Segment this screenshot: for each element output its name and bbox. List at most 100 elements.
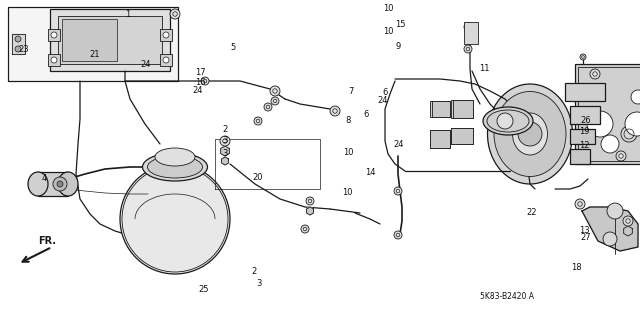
Circle shape <box>264 103 272 111</box>
Text: 26: 26 <box>580 116 591 125</box>
Bar <box>451 128 473 144</box>
Bar <box>48 54 60 66</box>
Text: 24: 24 <box>192 86 202 95</box>
Bar <box>58 16 162 64</box>
Ellipse shape <box>58 172 78 196</box>
Bar <box>575 64 640 164</box>
Circle shape <box>464 45 472 53</box>
Text: 7: 7 <box>348 87 353 96</box>
Circle shape <box>57 181 63 187</box>
Text: 24: 24 <box>378 96 388 105</box>
Ellipse shape <box>494 92 566 176</box>
Circle shape <box>464 23 472 31</box>
Circle shape <box>590 69 600 79</box>
Bar <box>160 29 172 41</box>
Bar <box>430 130 450 148</box>
Circle shape <box>53 177 67 191</box>
Circle shape <box>220 136 230 146</box>
Bar <box>432 101 450 117</box>
Ellipse shape <box>147 156 202 178</box>
Text: 27: 27 <box>580 233 591 242</box>
Text: 10: 10 <box>383 27 393 36</box>
Polygon shape <box>623 226 632 236</box>
Bar <box>451 100 473 118</box>
Circle shape <box>120 164 230 274</box>
Text: 3: 3 <box>223 137 228 145</box>
Bar <box>570 129 595 144</box>
Circle shape <box>170 9 180 19</box>
Text: 6: 6 <box>383 88 388 97</box>
Bar <box>453 100 473 118</box>
Polygon shape <box>582 207 638 251</box>
Circle shape <box>254 117 262 125</box>
Text: 13: 13 <box>579 226 590 235</box>
Text: 2: 2 <box>252 267 257 276</box>
Circle shape <box>394 187 402 195</box>
Text: 16: 16 <box>195 78 206 87</box>
Circle shape <box>180 162 190 172</box>
Circle shape <box>485 116 495 126</box>
Bar <box>464 22 478 44</box>
Text: 8: 8 <box>346 116 351 125</box>
Text: 10: 10 <box>342 188 353 197</box>
Text: 12: 12 <box>579 141 589 150</box>
Bar <box>570 149 590 164</box>
Text: 4: 4 <box>42 174 47 183</box>
Text: 3: 3 <box>256 279 261 288</box>
Text: 21: 21 <box>90 50 100 59</box>
Circle shape <box>163 32 169 38</box>
Circle shape <box>306 197 314 205</box>
Circle shape <box>15 46 21 52</box>
Circle shape <box>631 90 640 104</box>
Text: 17: 17 <box>195 68 206 77</box>
Circle shape <box>271 97 279 105</box>
Bar <box>48 29 60 41</box>
Circle shape <box>518 122 542 146</box>
Circle shape <box>587 111 613 137</box>
Circle shape <box>171 150 179 158</box>
Text: 18: 18 <box>572 263 582 272</box>
Text: 1: 1 <box>125 10 130 19</box>
Text: FR.: FR. <box>38 236 56 246</box>
Polygon shape <box>221 157 228 165</box>
Bar <box>451 128 473 144</box>
Circle shape <box>301 225 309 233</box>
Text: 3: 3 <box>223 149 228 158</box>
Bar <box>8 7 178 81</box>
Circle shape <box>625 112 640 136</box>
Text: 11: 11 <box>479 64 489 73</box>
Circle shape <box>623 216 633 226</box>
Bar <box>38 172 68 196</box>
Circle shape <box>51 32 57 38</box>
Bar <box>430 101 450 117</box>
Bar <box>430 130 450 148</box>
Ellipse shape <box>155 148 195 166</box>
Circle shape <box>201 77 209 85</box>
Bar <box>578 67 640 161</box>
Text: 25: 25 <box>198 285 209 294</box>
Text: 15: 15 <box>396 20 406 29</box>
Circle shape <box>394 231 402 239</box>
Circle shape <box>15 36 21 42</box>
Text: 22: 22 <box>526 208 536 217</box>
Bar <box>62 19 117 61</box>
Text: 14: 14 <box>365 168 375 177</box>
Circle shape <box>163 57 169 63</box>
Circle shape <box>603 232 617 246</box>
Circle shape <box>270 86 280 96</box>
Circle shape <box>330 106 340 116</box>
Text: 2: 2 <box>223 125 228 134</box>
Circle shape <box>51 57 57 63</box>
Ellipse shape <box>28 172 48 196</box>
Ellipse shape <box>483 107 533 135</box>
Circle shape <box>621 126 637 142</box>
Bar <box>565 83 605 101</box>
Text: 20: 20 <box>253 173 263 182</box>
Text: 24: 24 <box>393 140 403 149</box>
Bar <box>50 9 170 71</box>
Text: 9: 9 <box>396 42 401 51</box>
Circle shape <box>155 162 165 172</box>
Circle shape <box>616 151 626 161</box>
Polygon shape <box>221 146 229 156</box>
Circle shape <box>580 54 586 60</box>
